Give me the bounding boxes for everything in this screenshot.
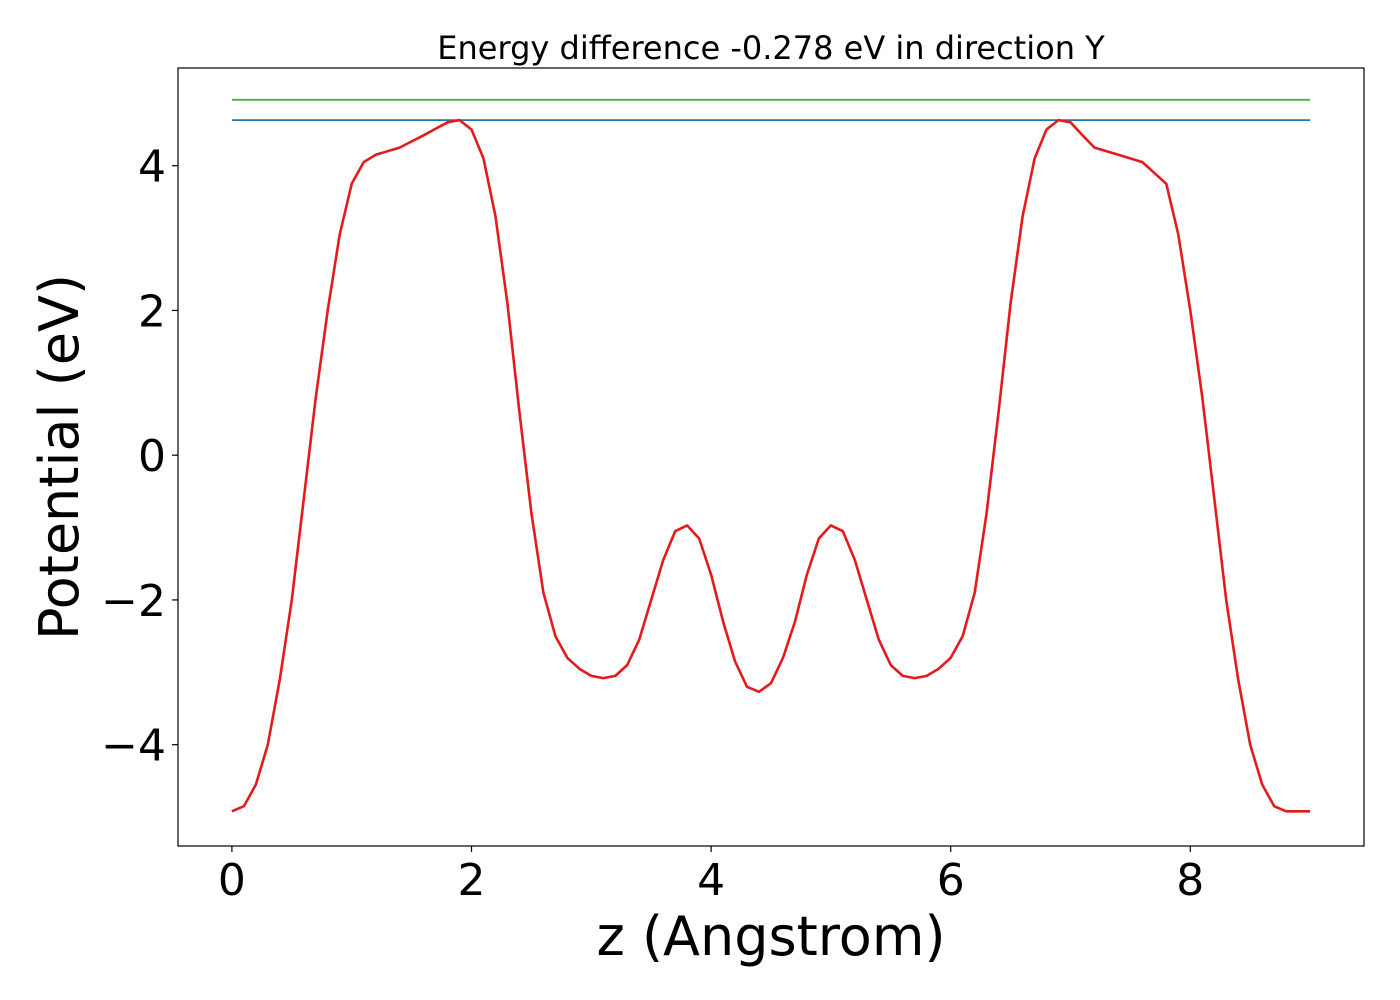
x-axis-label: z (Angstrom) xyxy=(596,905,945,968)
y-tick-label: 2 xyxy=(138,286,166,337)
plot-frame xyxy=(177,67,1365,847)
series-group xyxy=(231,98,1311,813)
y-axis-label: Potential (eV) xyxy=(28,274,91,640)
y-tick-label: 4 xyxy=(138,142,166,193)
plot-background xyxy=(178,68,1364,846)
series-line-0 xyxy=(231,118,1311,813)
y-tick-label: −4 xyxy=(101,721,166,772)
x-tick-label: 4 xyxy=(697,855,725,906)
x-tick-label: 8 xyxy=(1176,855,1204,906)
x-tick-label: 6 xyxy=(937,855,965,906)
x-tick-label: 0 xyxy=(218,855,246,906)
x-tick-label: 2 xyxy=(458,855,486,906)
x-ticks: 0 2 4 6 8 xyxy=(218,846,1204,906)
y-tick-label: −2 xyxy=(101,576,166,627)
y-ticks: −4 −2 0 2 4 xyxy=(101,142,178,772)
y-tick-label: 0 xyxy=(138,431,166,482)
chart-title: Energy difference -0.278 eV in direction… xyxy=(437,29,1105,67)
